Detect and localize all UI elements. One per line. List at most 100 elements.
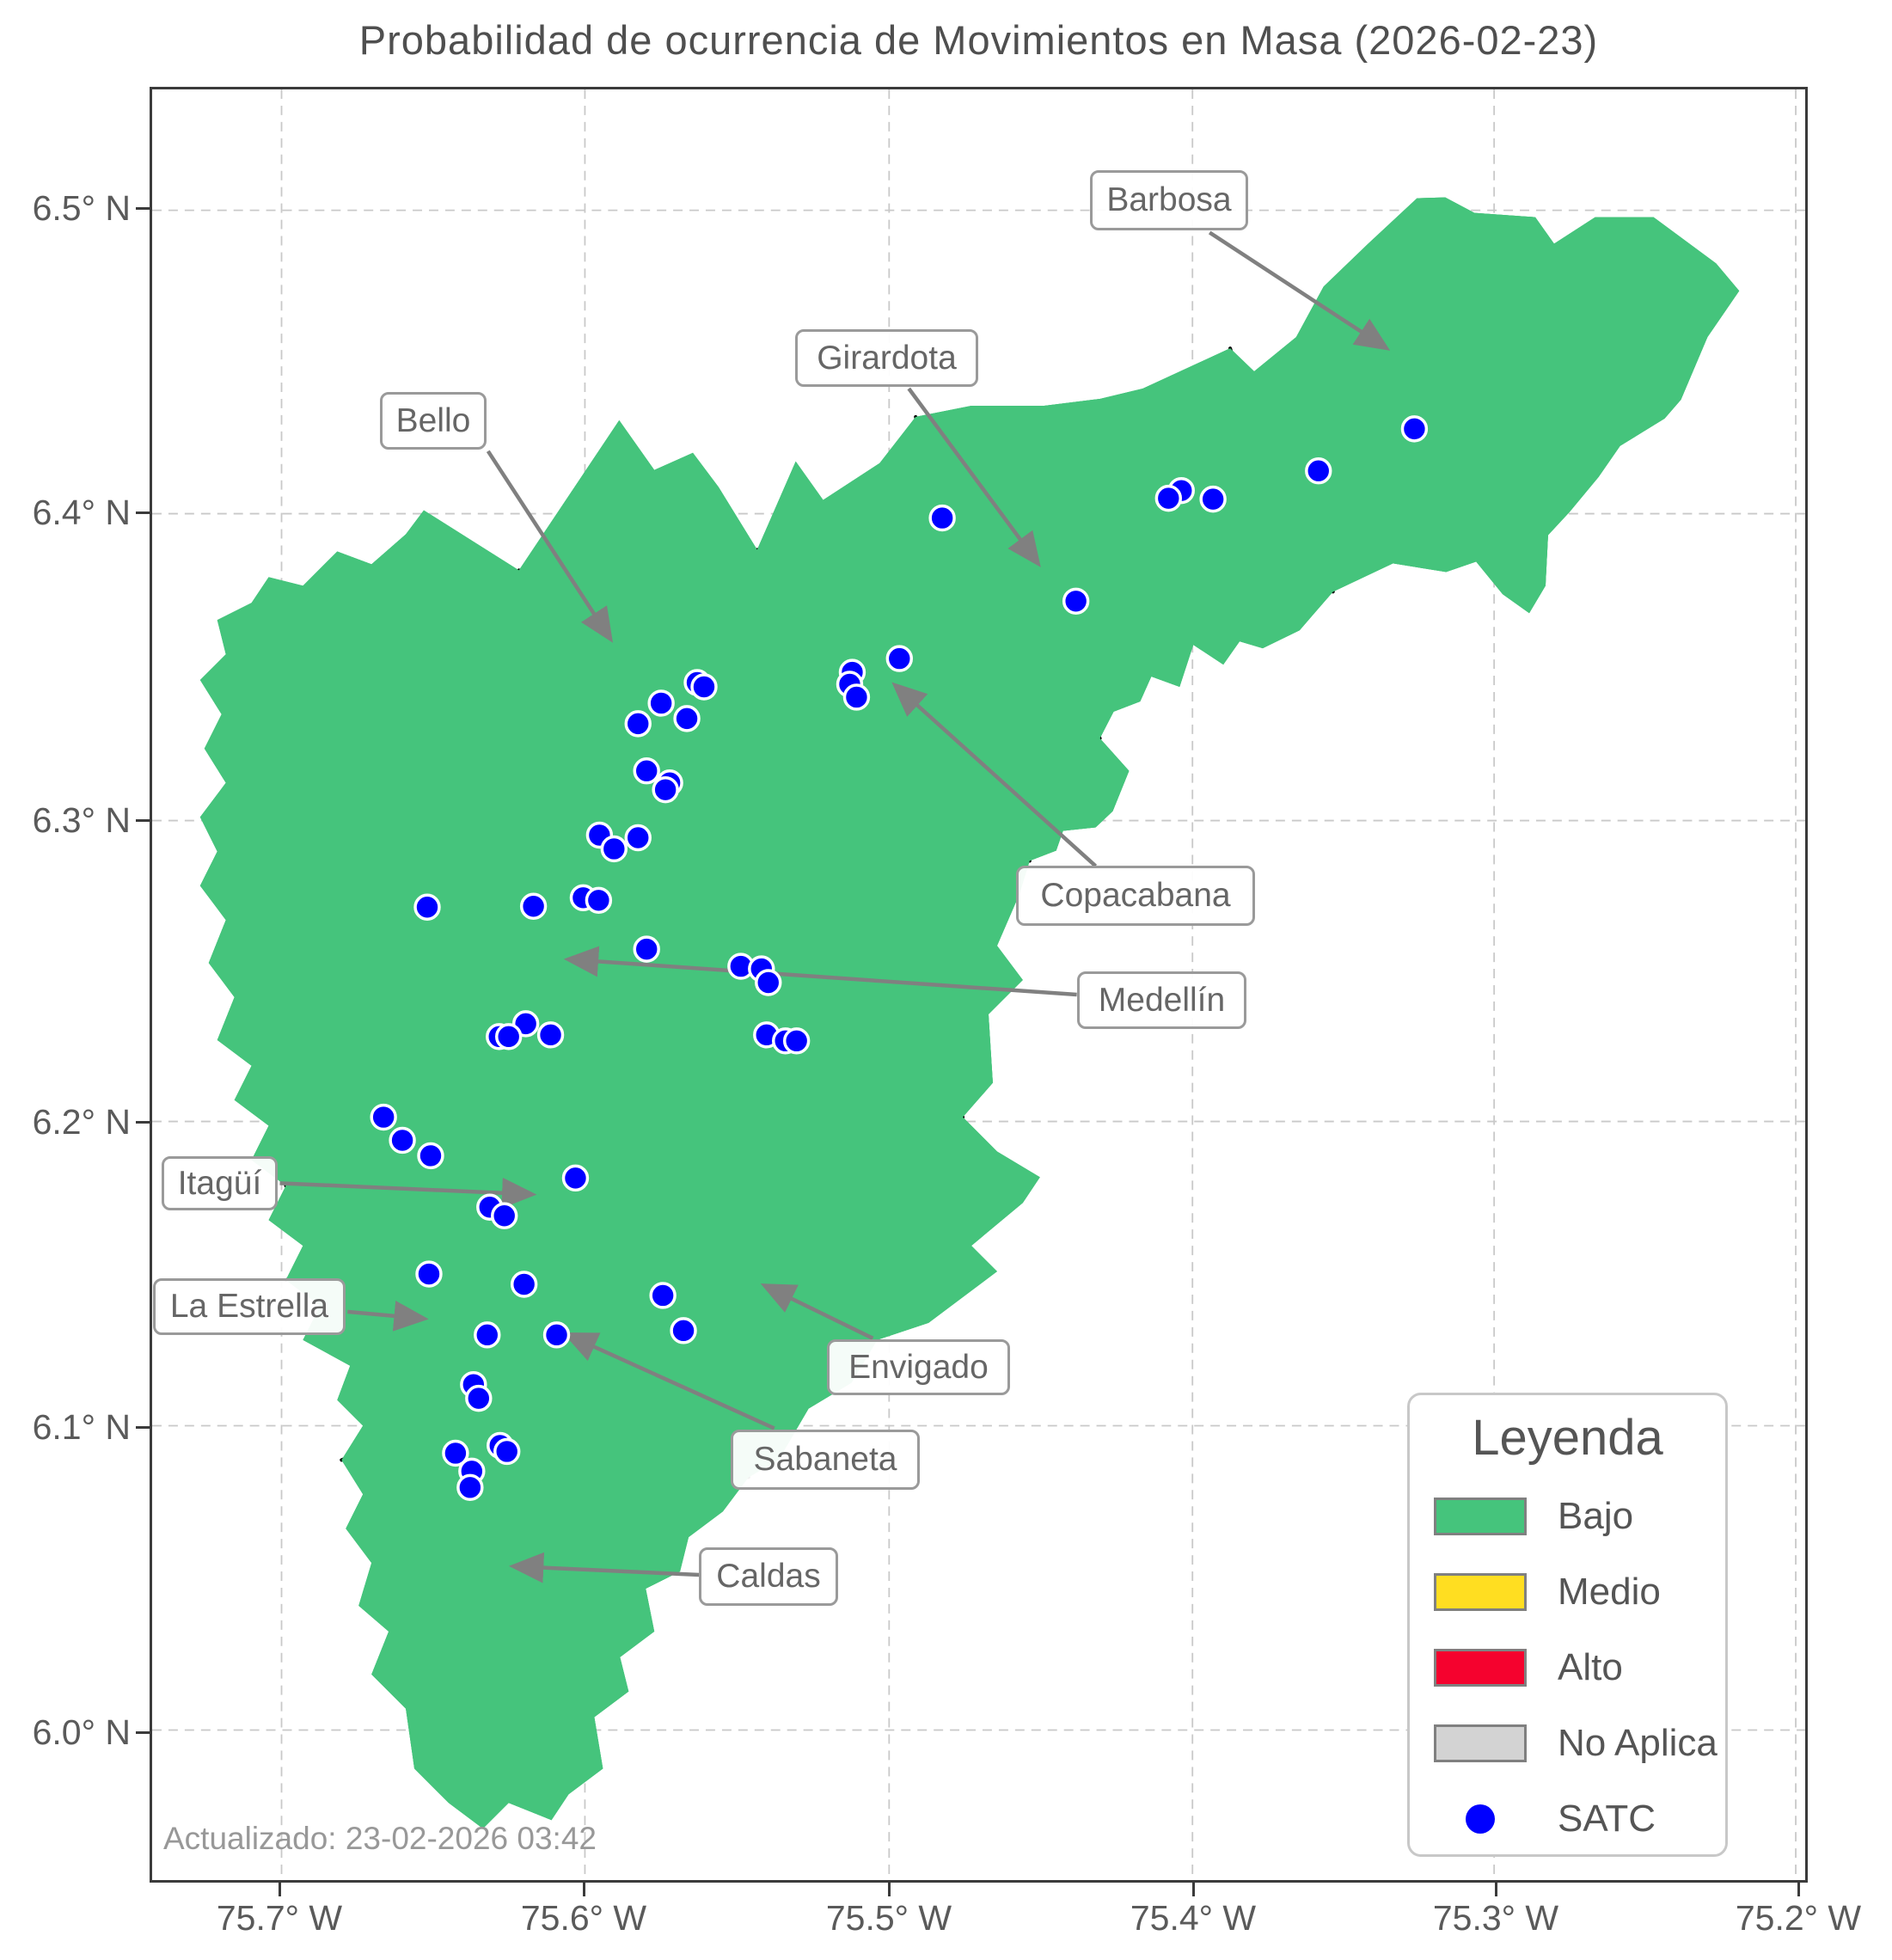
satc-dot	[633, 935, 660, 963]
satc-dot	[673, 705, 701, 732]
legend-item-label: Medio	[1558, 1571, 1661, 1613]
annotation-label-girardota: Girardota	[795, 329, 978, 387]
legend-swatch	[1434, 1573, 1527, 1611]
annotation-arrow-medellin	[563, 946, 1077, 997]
y-tick-label: 6.1° N	[32, 1407, 131, 1447]
annotation-label-itagui: Itagüí	[162, 1156, 278, 1210]
satc-dot	[495, 1023, 523, 1050]
legend-swatch	[1434, 1724, 1527, 1762]
y-tick-mark	[136, 1426, 150, 1429]
x-tick-label: 75.7° W	[216, 1898, 343, 1938]
legend-item-bajo: Bajo	[1410, 1479, 1725, 1554]
annotation-label-envigado: Envigado	[827, 1339, 1010, 1395]
annotation-label-copacabana: Copacabana	[1016, 866, 1255, 926]
x-tick-label: 75.6° W	[520, 1898, 647, 1938]
legend-swatch	[1434, 1498, 1527, 1535]
y-tick-label: 6.3° N	[32, 800, 131, 840]
satc-dot	[442, 1439, 469, 1467]
map-canvas	[152, 89, 1805, 1880]
satc-dot	[600, 835, 628, 863]
satc-dot	[1062, 587, 1090, 615]
legend-title: Leyenda	[1472, 1410, 1663, 1466]
satc-dots	[370, 415, 1429, 1502]
satc-dot	[389, 1126, 416, 1155]
satc-dot	[510, 1271, 538, 1298]
annotation-arrow-envigado	[760, 1283, 874, 1340]
page-title: Probabilidad de ocurrencia de Movimiento…	[358, 17, 1599, 63]
satc-dot	[413, 893, 441, 921]
annotation-arrow-itagui	[279, 1177, 537, 1209]
satc-dot	[649, 1282, 677, 1309]
satc-dot	[519, 892, 548, 920]
y-tick-mark	[136, 1731, 150, 1734]
annotation-arrow-caldas	[508, 1552, 701, 1583]
satc-dot	[782, 1027, 811, 1055]
satc-dot	[647, 689, 675, 717]
satc-dot	[465, 1384, 493, 1412]
satc-dot	[417, 1142, 444, 1170]
legend-dot-holder	[1434, 1804, 1527, 1834]
legend-swatch	[1434, 1649, 1527, 1687]
satc-dot	[624, 824, 652, 852]
x-tick-label: 75.2° W	[1735, 1898, 1862, 1938]
updated-timestamp: Actualizado: 23-02-2026 03:42	[163, 1821, 597, 1856]
legend-item-label: Alto	[1558, 1646, 1623, 1688]
annotation-label-medellin: Medellín	[1077, 971, 1246, 1029]
legend-items: Bajo Medio Alto No Aplica SATC	[1410, 1479, 1725, 1857]
satc-dot	[536, 1021, 565, 1049]
y-tick-mark	[136, 819, 150, 822]
satc-dot	[652, 775, 679, 804]
satc-dot	[755, 969, 782, 996]
x-tick-mark	[888, 1883, 891, 1896]
x-tick-label: 75.5° W	[825, 1898, 952, 1938]
y-tick-mark	[136, 1121, 150, 1124]
satc-dot	[491, 1202, 518, 1229]
x-tick-label: 75.3° W	[1432, 1898, 1559, 1938]
legend-satc-dot	[1466, 1804, 1495, 1834]
y-tick-label: 6.5° N	[32, 188, 131, 228]
annotation-arrow-copacabana	[891, 682, 1098, 868]
satc-dot	[633, 757, 660, 785]
satc-dot	[1400, 415, 1429, 443]
annotation-arrow-la-estrella	[347, 1300, 429, 1332]
map-plot-area	[150, 87, 1808, 1883]
legend-item-label: No Aplica	[1558, 1722, 1717, 1764]
x-tick-mark	[279, 1883, 281, 1896]
satc-dot	[885, 645, 913, 672]
satc-dot	[690, 673, 718, 701]
satc-dot	[670, 1317, 697, 1344]
satc-dot	[561, 1164, 590, 1192]
annotation-arrow-bello	[486, 450, 614, 643]
y-tick-label: 6.4° N	[32, 493, 131, 532]
legend-item-label: Bajo	[1558, 1495, 1634, 1537]
legend-item-label: SATC	[1558, 1798, 1656, 1840]
satc-dot	[456, 1473, 484, 1502]
annotation-arrow-girardota	[907, 387, 1041, 567]
satc-dot	[474, 1321, 501, 1349]
satc-dot	[624, 710, 652, 738]
legend-item-medio: Medio	[1410, 1554, 1725, 1630]
legend: Leyenda Bajo Medio Alto No Aplica SATC	[1407, 1393, 1728, 1857]
satc-dot	[370, 1103, 397, 1131]
annotation-label-sabaneta: Sabaneta	[731, 1430, 920, 1490]
annotation-label-caldas: Caldas	[699, 1547, 838, 1606]
satc-dot	[928, 504, 956, 532]
annotation-label-bello: Bello	[380, 392, 487, 450]
satc-dot	[415, 1260, 443, 1288]
annotation-label-la-estrella: La Estrella	[153, 1278, 346, 1335]
satc-dot	[1305, 457, 1332, 485]
satc-dot	[542, 1321, 571, 1349]
satc-dot	[493, 1437, 521, 1466]
annotation-label-barbosa: Barbosa	[1090, 170, 1248, 230]
satc-dot	[1154, 484, 1183, 512]
legend-item-no-aplica: No Aplica	[1410, 1706, 1725, 1781]
x-tick-mark	[583, 1883, 585, 1896]
legend-item-satc: SATC	[1410, 1781, 1725, 1857]
y-tick-mark	[136, 207, 150, 210]
x-tick-mark	[1192, 1883, 1195, 1896]
annotation-arrow-barbosa	[1208, 230, 1391, 351]
x-tick-mark	[1797, 1883, 1800, 1896]
x-tick-label: 75.4° W	[1130, 1898, 1257, 1938]
satc-dot	[585, 886, 613, 914]
